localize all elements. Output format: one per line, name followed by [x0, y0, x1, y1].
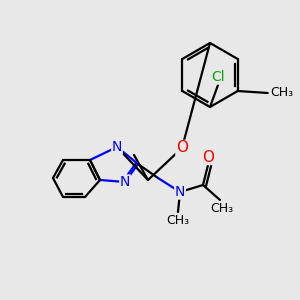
- Text: CH₃: CH₃: [270, 86, 293, 100]
- Text: N: N: [175, 185, 185, 199]
- Text: CH₃: CH₃: [167, 214, 190, 227]
- Text: N: N: [120, 175, 130, 189]
- Text: O: O: [176, 140, 188, 155]
- Text: N: N: [112, 140, 122, 154]
- Text: Cl: Cl: [211, 70, 225, 84]
- Text: CH₃: CH₃: [210, 202, 234, 214]
- Text: O: O: [202, 149, 214, 164]
